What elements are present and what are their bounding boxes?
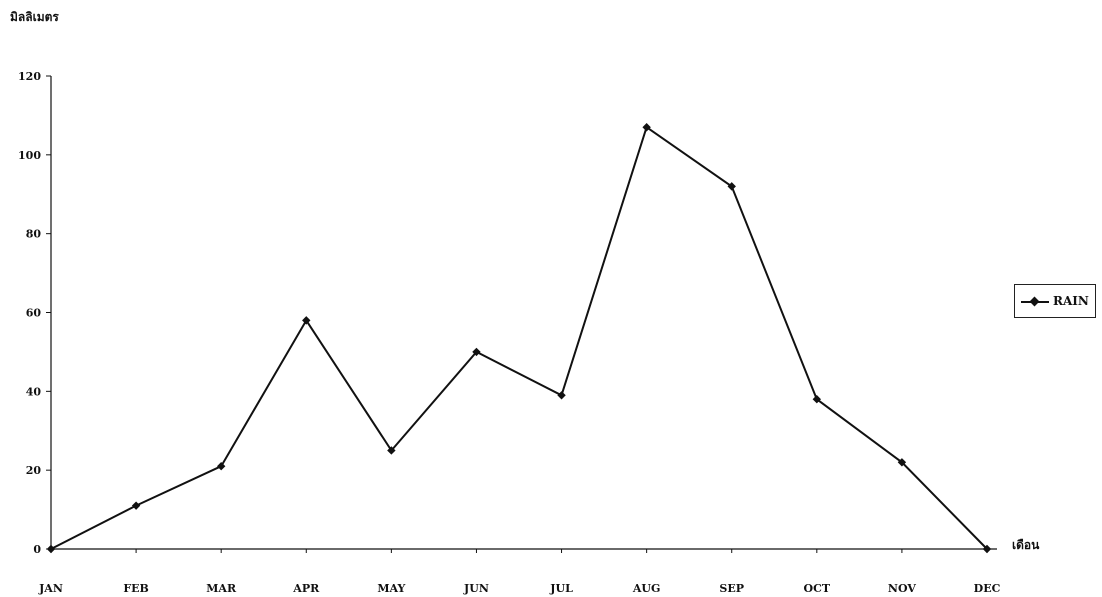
y-tick-label: 80 [26, 228, 42, 241]
x-tick-label: APR [292, 582, 320, 595]
y-tick-label: 60 [26, 307, 42, 320]
data-point-marker [387, 446, 396, 455]
data-point-marker [812, 395, 822, 404]
x-tick-label: JUN [463, 582, 489, 595]
y-tick-label: 20 [26, 464, 42, 477]
data-point-marker [642, 123, 651, 132]
legend: RAIN [1014, 284, 1096, 318]
data-point-marker [982, 544, 992, 554]
legend-label: RAIN [1053, 294, 1089, 308]
x-tick-label: JUL [549, 582, 573, 595]
legend-diamond-marker [1029, 296, 1040, 307]
series-line-rain [50, 125, 988, 550]
y-axis-label: มิลลิเมตร [10, 10, 59, 24]
x-tick-label: AUG [632, 582, 661, 595]
data-point-marker [727, 182, 736, 191]
x-tick-label: JAN [38, 582, 63, 595]
x-tick-label: NOV [888, 582, 916, 595]
data-point-marker [131, 501, 141, 510]
y-tick-label: 100 [18, 149, 41, 162]
y-tick-label: 120 [18, 70, 41, 83]
x-tick-label: FEB [123, 582, 149, 595]
data-point-marker [897, 458, 907, 467]
y-tick-label: 40 [26, 385, 42, 398]
data-point-marker [557, 391, 566, 400]
x-axis-label: เดือน [1012, 538, 1040, 552]
data-point-marker [302, 316, 311, 325]
x-tick-label: SEP [719, 582, 744, 595]
x-tick-label: MAR [206, 582, 237, 595]
data-point-marker [216, 462, 226, 471]
x-tick-label: DEC [974, 582, 1001, 595]
data-point-marker [46, 544, 56, 554]
x-tick-label: MAY [377, 582, 405, 595]
x-tick-label: OCT [804, 582, 831, 595]
data-point-marker [472, 347, 481, 357]
y-tick-label: 0 [33, 543, 41, 556]
